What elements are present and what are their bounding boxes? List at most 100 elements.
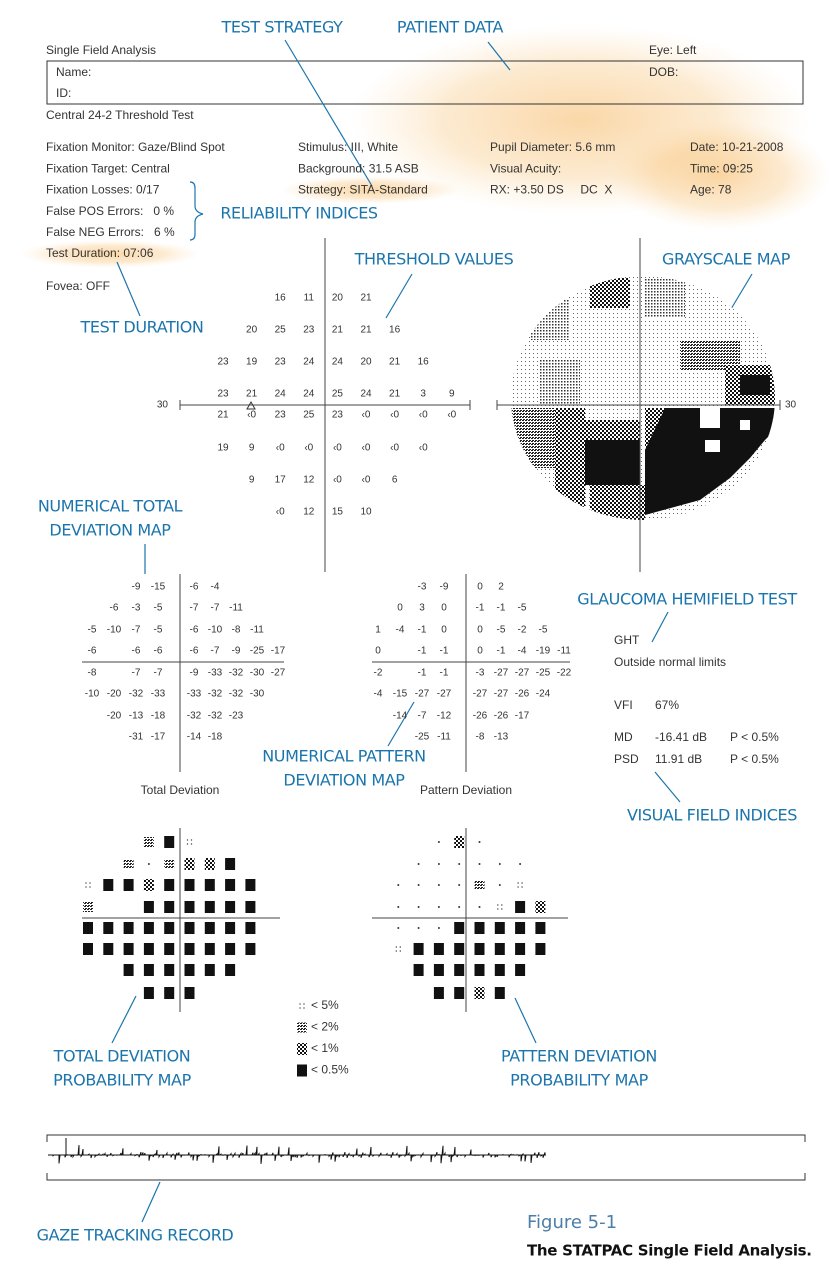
hatch [474,880,485,890]
deviation-value: -27 [415,689,430,700]
dot [186,843,189,845]
deviation-axes [82,574,570,1012]
dot [397,884,400,886]
block [164,922,175,934]
deviation-value: -8 [476,732,485,743]
probability-symbol [515,901,526,913]
hatch [123,859,134,869]
probability-symbol [184,964,195,976]
deviation-value: -4 [374,689,383,700]
block [515,901,526,913]
name-field: Name: [56,65,91,79]
probability-symbol [204,879,215,891]
threshold-value: 23 [217,389,229,400]
dob-field: DOB: [649,65,678,79]
probability-symbol [103,879,114,891]
block [413,943,424,955]
deviation-value: -5 [154,625,163,636]
dot [417,927,420,929]
block [164,879,175,891]
dot [395,950,397,952]
block [184,901,195,913]
threshold-value: ‹0 [362,475,371,486]
check [535,901,546,913]
deviation-value: 2 [498,582,504,593]
info-line: Strategy: SITA-Standard [298,183,428,197]
probability-symbol [245,922,256,934]
deviation-value: -6 [190,625,199,636]
deviation-value: -32 [208,711,223,722]
dot [458,863,461,865]
deviation-value: -13 [494,732,509,743]
deviation-value: -7 [132,668,141,679]
deviation-value: -31 [129,732,144,743]
block [184,964,195,976]
threshold-value: ‹0 [390,443,399,454]
annotation: TEST STRATEGY [220,18,343,37]
probability-symbol [184,922,195,934]
deviation-value: 3 [419,603,425,614]
threshold-value: ‹0 [419,410,428,421]
deviation-value: -9 [232,646,241,657]
legend-label: < 2% [311,1020,339,1034]
deviation-value: -8 [232,625,241,636]
deviation-value: -1 [418,668,427,679]
block [164,943,175,955]
deviation-value: -2 [518,625,527,636]
probability-symbol [225,922,236,934]
probability-symbol [474,943,485,955]
threshold-value: 21 [389,389,401,400]
dot [303,1007,305,1009]
threshold-value: ‹0 [276,507,285,518]
probability-symbol [245,901,256,913]
deviation-value: -6 [190,646,199,657]
probability-symbol [395,946,401,952]
probability-symbol [245,943,256,955]
probability-symbol [143,901,154,913]
block [515,922,526,934]
deviation-value: -11 [557,646,571,657]
probability-symbol [164,922,175,934]
block [143,987,154,999]
probability-symbol [397,906,400,908]
dot [190,843,193,845]
block [83,943,93,955]
block [143,964,154,976]
probability-symbol [478,841,481,843]
block [123,922,134,934]
fovea: Fovea: OFF [46,279,110,293]
ght-label: GHT [614,633,640,647]
deviation-value: -7 [154,668,163,679]
threshold-value: 25 [275,325,287,336]
threshold-value: 20 [332,293,344,304]
probability-symbol [204,964,215,976]
annotation: TEST DURATION [80,318,204,337]
threshold-value: 21 [360,293,372,304]
block [225,858,236,870]
dot [190,839,193,841]
block [297,1064,307,1077]
block [143,943,154,955]
threshold-value: 11 [304,293,315,304]
probability-symbol [474,922,485,934]
check [474,987,485,999]
probability-symbol [204,943,215,955]
probability-symbol [458,863,461,865]
block [454,922,465,934]
dot [397,927,400,929]
deviation-value: -1 [418,625,427,636]
test-name: Central 24-2 Threshold Test [46,108,194,122]
figure-caption: The STATPAC Single Field Analysis. [527,1242,812,1260]
threshold-value: 25 [303,410,315,421]
block [204,901,215,913]
deviation-value: -5 [88,625,97,636]
id-field: ID: [56,86,71,100]
threshold-value: 21 [246,389,258,400]
probability-symbol [143,943,154,955]
map-title: Total Deviation [141,783,220,797]
dot [517,886,519,888]
index-label: MD [614,730,633,744]
probability-symbol [474,964,485,976]
deviation-value: -32 [187,711,202,722]
dot [501,908,503,910]
